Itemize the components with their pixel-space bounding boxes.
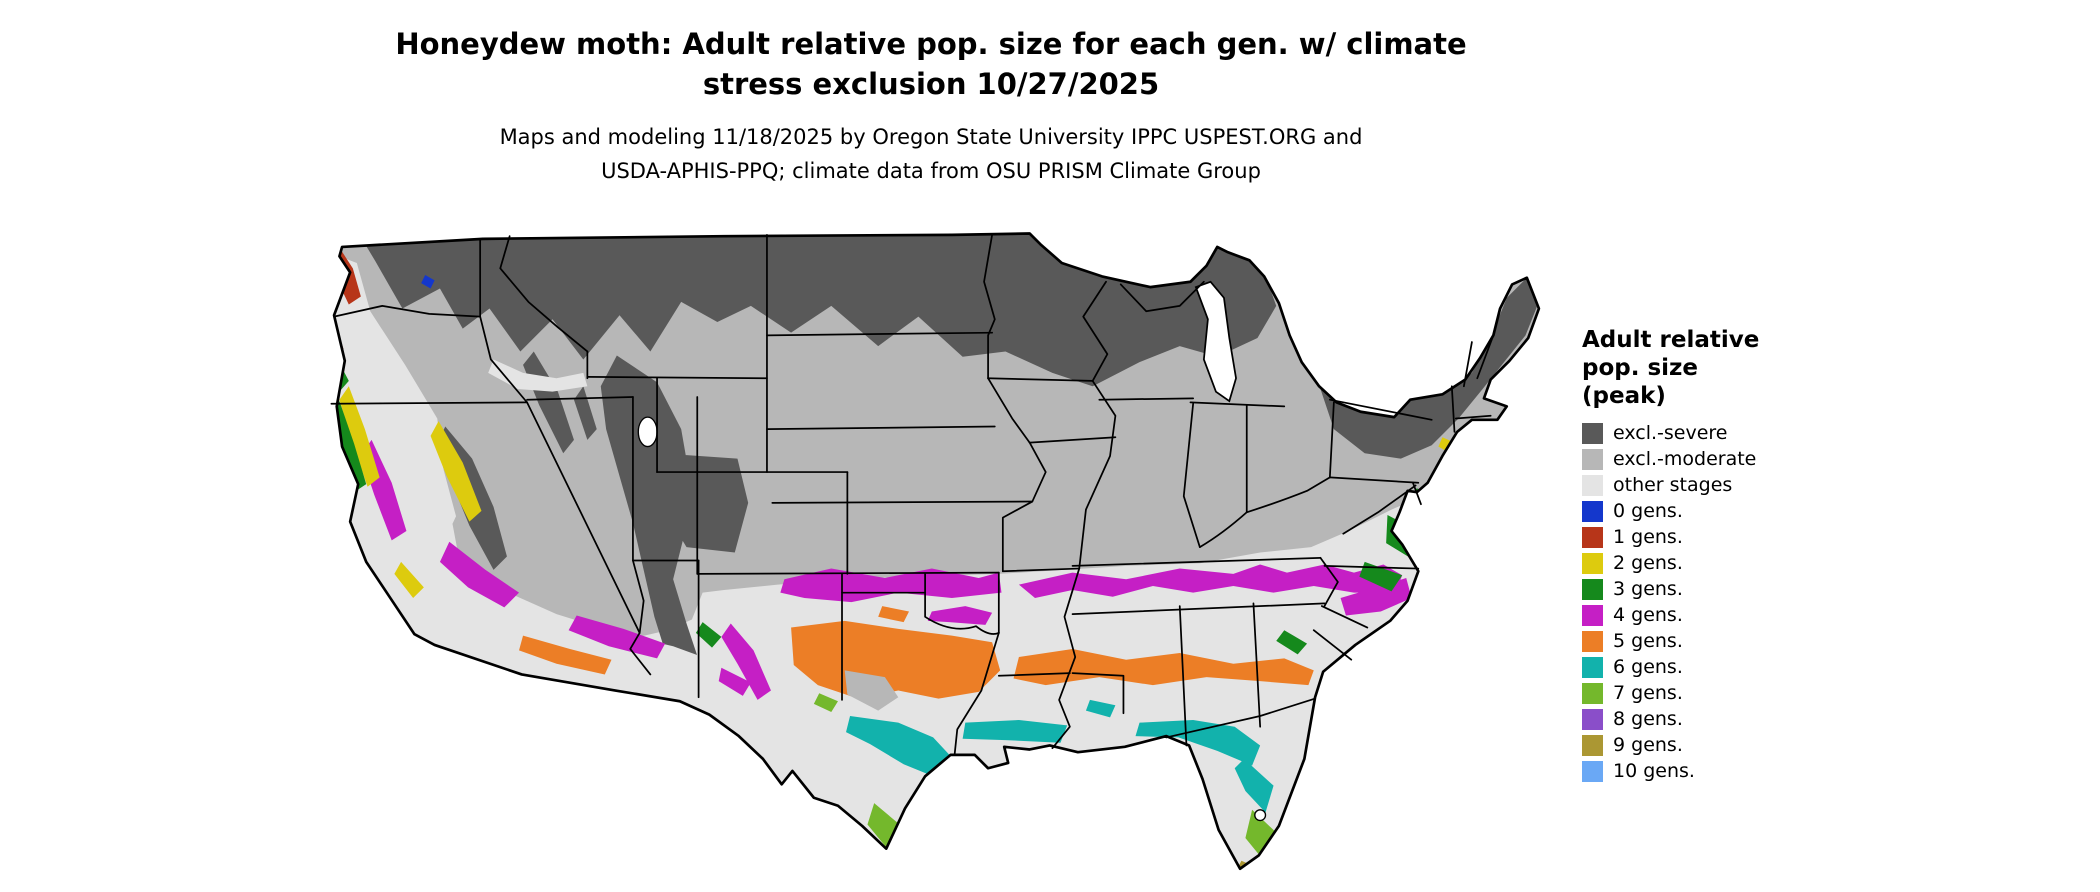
- legend-label: 10 gens.: [1613, 759, 1695, 782]
- legend-swatch: [1582, 526, 1603, 548]
- legend-swatch: [1582, 630, 1603, 652]
- title-line-2: stress exclusion 10/27/2025: [702, 67, 1160, 101]
- legend-label: 8 gens.: [1613, 707, 1683, 730]
- legend-item-3-gens: 3 gens.: [1582, 576, 1862, 602]
- legend-swatch: [1582, 422, 1603, 444]
- lake-michigan: [1194, 280, 1237, 403]
- region-excl-moderate-texas-patch: [844, 670, 899, 711]
- us-map-svg: [330, 232, 1541, 871]
- region-other-stages-patches: [383, 359, 706, 700]
- legend-item-other-stages: other stages: [1582, 472, 1862, 498]
- legend-item-4-gens: 4 gens.: [1582, 602, 1862, 628]
- legend-item-2-gens: 2 gens.: [1582, 550, 1862, 576]
- state-borders: [330, 233, 1495, 756]
- legend-swatch: [1582, 604, 1603, 626]
- legend-item-9-gens: 9 gens.: [1582, 732, 1862, 758]
- legend-label: 5 gens.: [1613, 629, 1683, 652]
- legend: Adult relative pop. size (peak) excl.-se…: [1582, 326, 1862, 784]
- legend-label: excl.-severe: [1613, 421, 1728, 444]
- legend-label: 6 gens.: [1613, 655, 1683, 678]
- title-line-1: Honeydew moth: Adult relative pop. size …: [395, 27, 1467, 61]
- legend-label: 1 gens.: [1613, 525, 1683, 548]
- legend-swatch: [1582, 708, 1603, 730]
- legend-label: 4 gens.: [1613, 603, 1683, 626]
- legend-item-7-gens: 7 gens.: [1582, 680, 1862, 706]
- legend-label: other stages: [1613, 473, 1733, 496]
- legend-title-line-1: Adult relative: [1582, 327, 1760, 353]
- legend-title-line-3: (peak): [1582, 383, 1666, 409]
- legend-item-10-gens: 10 gens.: [1582, 758, 1862, 784]
- region-6-gens: [846, 699, 1274, 813]
- legend-title-line-2: pop. size: [1582, 355, 1699, 381]
- legend-swatch: [1582, 760, 1603, 782]
- legend-label: 0 gens.: [1613, 499, 1683, 522]
- legend-swatch: [1582, 552, 1603, 574]
- legend-swatch: [1582, 734, 1603, 756]
- legend-item-excl-severe: excl.-severe: [1582, 420, 1862, 446]
- legend-swatch: [1582, 656, 1603, 678]
- legend-label: excl.-moderate: [1613, 447, 1757, 470]
- legend-swatch: [1582, 682, 1603, 704]
- region-0-gens: [421, 275, 435, 289]
- page-subtitle: Maps and modeling 11/18/2025 by Oregon S…: [341, 120, 1521, 188]
- great-salt-lake: [637, 416, 658, 448]
- legend-items: excl.-severe excl.-moderate other stages 0 …: [1582, 420, 1862, 784]
- legend-label: 3 gens.: [1613, 577, 1683, 600]
- region-4-gens: [360, 439, 1412, 700]
- legend-item-6-gens: 6 gens.: [1582, 654, 1862, 680]
- region-10-gens: [1219, 867, 1235, 869]
- us-map: [322, 228, 1555, 885]
- legend-label: 2 gens.: [1613, 551, 1683, 574]
- legend-label: 7 gens.: [1613, 681, 1683, 704]
- us-outline: [332, 232, 1541, 871]
- legend-swatch: [1582, 578, 1603, 600]
- legend-item-0-gens: 0 gens.: [1582, 498, 1862, 524]
- legend-item-1-gens: 1 gens.: [1582, 524, 1862, 550]
- subtitle-line-1: Maps and modeling 11/18/2025 by Oregon S…: [499, 125, 1363, 149]
- legend-title: Adult relative pop. size (peak): [1582, 326, 1862, 410]
- lake-okeechobee: [1254, 809, 1267, 822]
- subtitle-line-2: USDA-APHIS-PPQ; climate data from OSU PR…: [601, 159, 1261, 183]
- legend-item-8-gens: 8 gens.: [1582, 706, 1862, 732]
- legend-label: 9 gens.: [1613, 733, 1683, 756]
- legend-swatch: [1582, 448, 1603, 470]
- legend-item-excl-moderate: excl.-moderate: [1582, 446, 1862, 472]
- legend-swatch: [1582, 500, 1603, 522]
- region-excl-severe: [355, 233, 1539, 682]
- legend-swatch: [1582, 474, 1603, 496]
- page-title: Honeydew moth: Adult relative pop. size …: [341, 24, 1521, 104]
- legend-item-5-gens: 5 gens.: [1582, 628, 1862, 654]
